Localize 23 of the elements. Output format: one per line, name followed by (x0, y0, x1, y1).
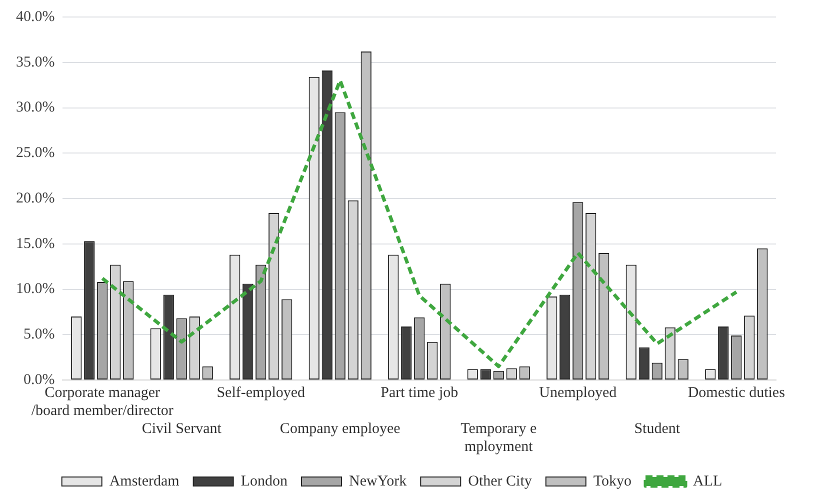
y-tick-label: 5.0% (23, 326, 55, 343)
legend-label: NewYork (348, 473, 408, 490)
legend-label: ALL (692, 473, 722, 490)
legend-label: London (240, 473, 288, 490)
x-tick-label: Unemployed (539, 384, 618, 401)
y-tick-label: 35.0% (16, 54, 55, 70)
x-tick-label: Civil Servant (142, 420, 222, 437)
x-tick-label: Company employee (280, 420, 401, 437)
x-tick-label: Domestic duties (688, 384, 786, 401)
y-tick-label: 15.0% (16, 236, 55, 252)
y-tick-label: 30.0% (16, 100, 55, 116)
y-tick-label: 20.0% (16, 190, 55, 206)
line-series (100, 78, 738, 368)
x-tick-label: Part time job (380, 384, 458, 401)
y-tick-label: 25.0% (16, 145, 55, 162)
x-tick-label: Student (634, 420, 681, 437)
x-tick-label: Self-employed (216, 384, 306, 401)
legend-label: Other City (468, 473, 532, 490)
x-tick-label: Temporary e mployment (460, 420, 537, 455)
y-tick-label: 40.0% (16, 8, 55, 25)
legend-label: Amsterdam (109, 473, 180, 490)
y-tick-label: 10.0% (16, 281, 55, 298)
legend-label: Tokyo (593, 473, 632, 490)
